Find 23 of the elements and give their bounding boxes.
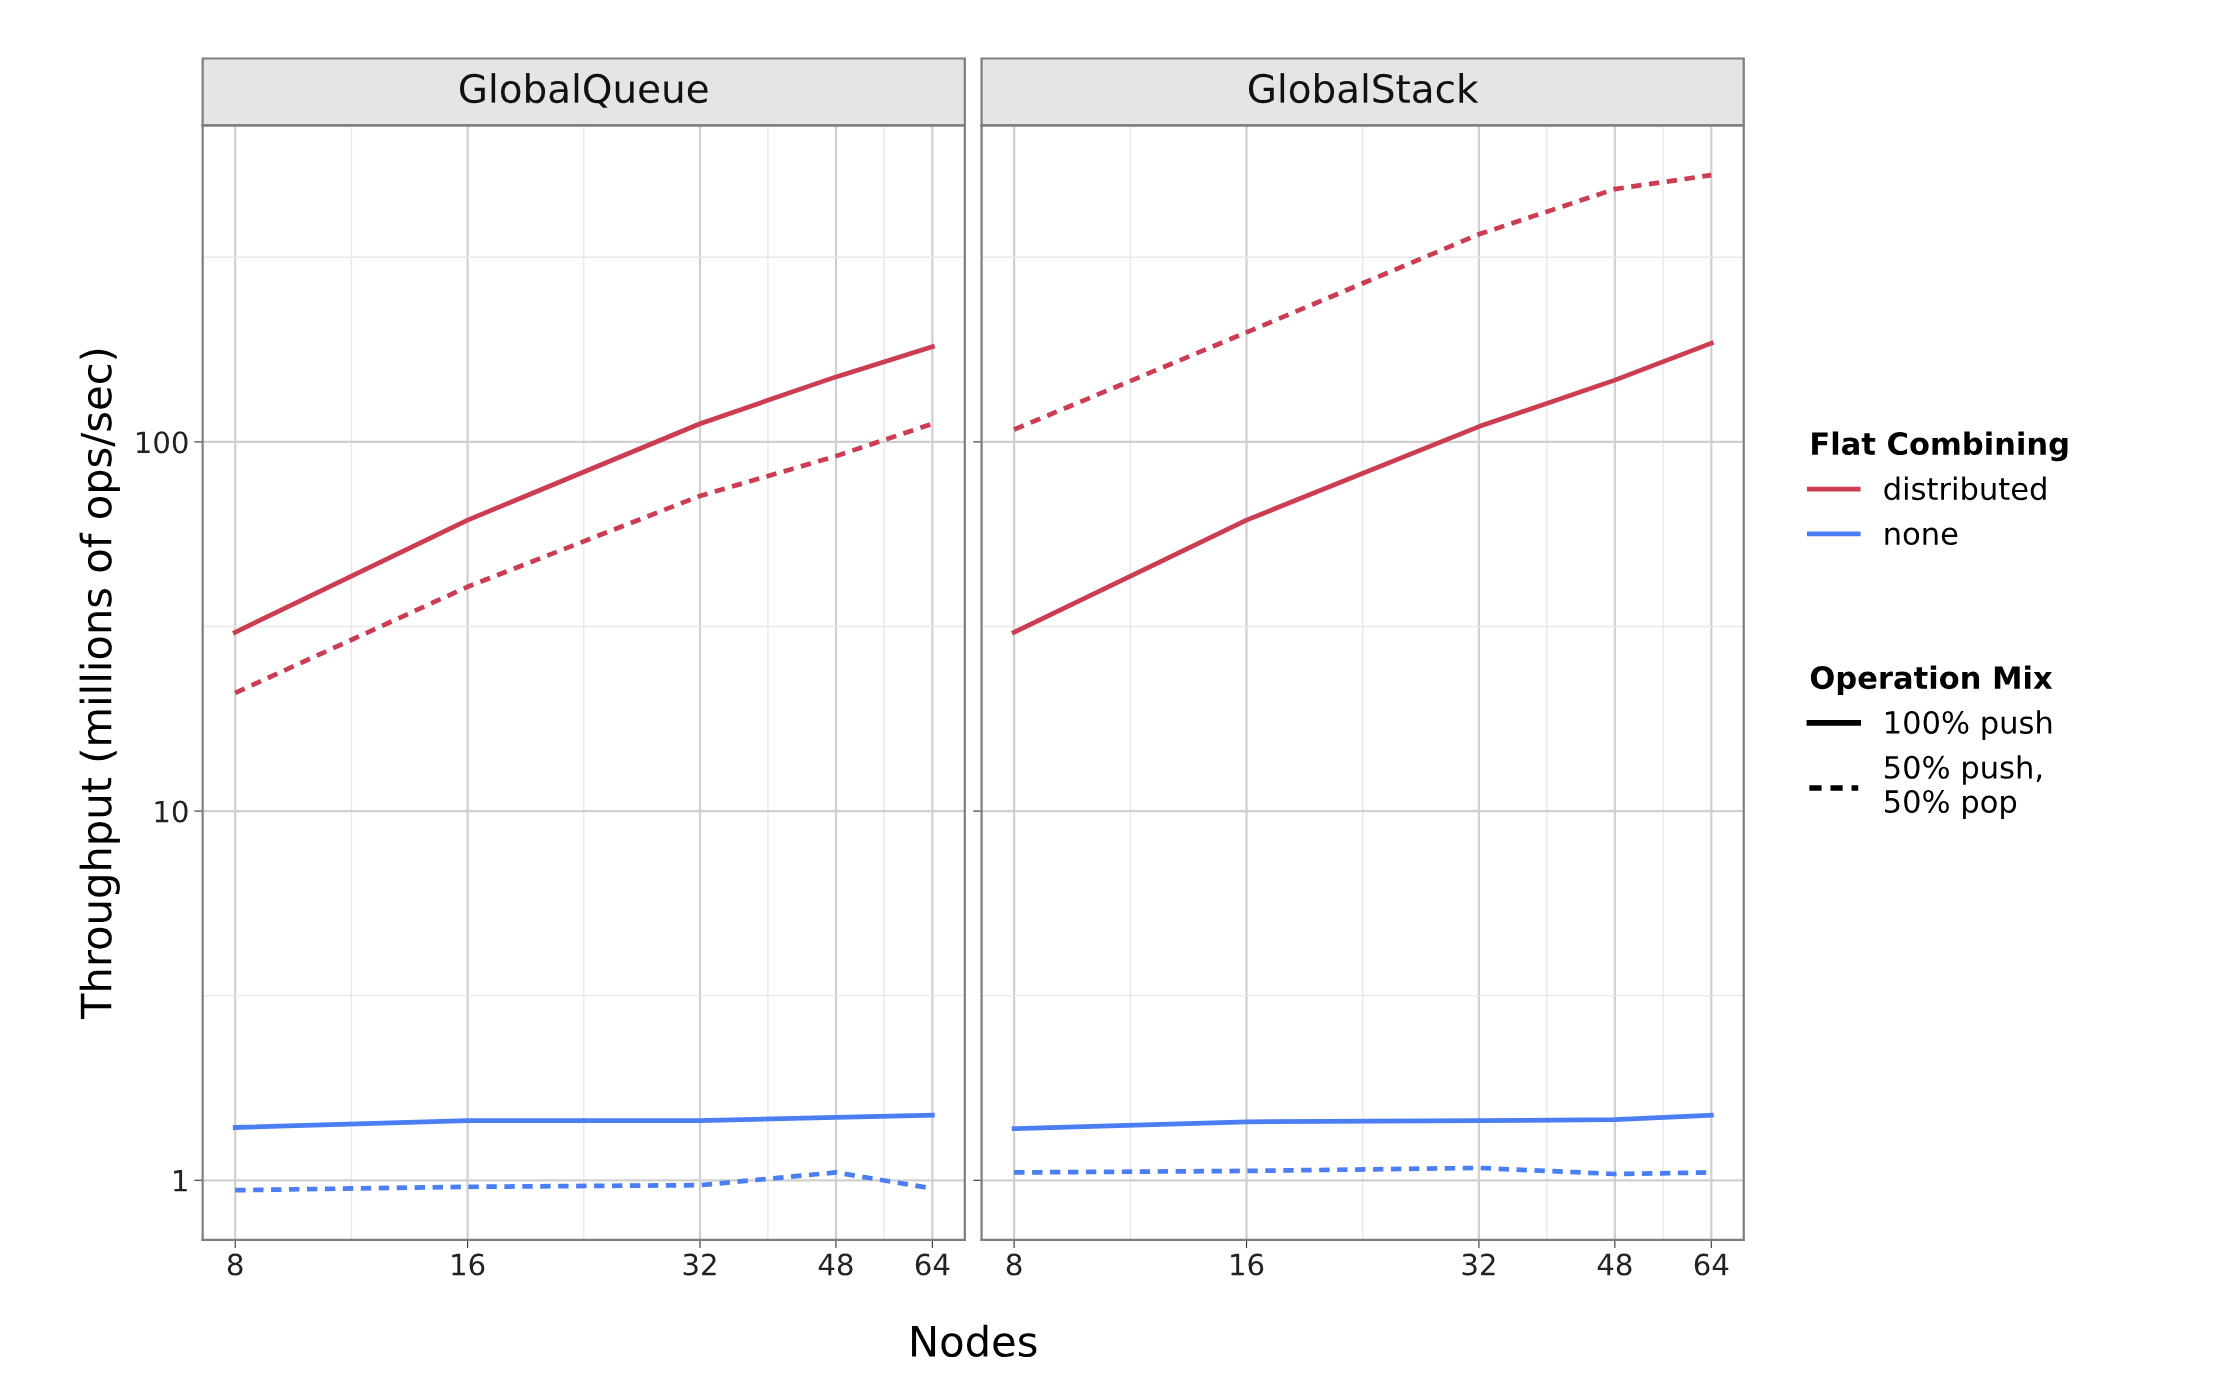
- x-tick-label: 48: [818, 1253, 853, 1276]
- legend-label: distributed: [1884, 476, 2046, 501]
- x-tick-label: 48: [1597, 1253, 1632, 1276]
- text: 50% push, 50% pop: [1885, 755, 2042, 819]
- x-tick-label: 8: [1006, 1253, 1022, 1276]
- y-tick-label: 10: [155, 800, 188, 823]
- text: Flat Combining: [1812, 431, 2068, 462]
- x-tick-label: 32: [683, 1253, 716, 1276]
- y-tick-label: 1: [174, 1170, 187, 1192]
- x-tick-label: 32: [1462, 1253, 1495, 1276]
- chart-title: GlobalQueue: [460, 73, 708, 108]
- x-tick-label: 64: [1694, 1253, 1729, 1276]
- text: Operation Mix: [1810, 665, 2053, 696]
- y-axis-title: Throughput (millions of ops/sec): [79, 349, 120, 1020]
- text: 100% push: [1886, 710, 2052, 740]
- x-tick-label: 8: [227, 1253, 243, 1276]
- y-tick-label: 100: [136, 431, 188, 454]
- chart-title: GlobalStack: [1248, 73, 1479, 104]
- x-tick-label: 16: [1231, 1253, 1264, 1276]
- x-tick-label: 64: [915, 1253, 950, 1276]
- x-axis-title: Nodes: [912, 1324, 1037, 1358]
- x-tick-label: 16: [452, 1253, 485, 1276]
- legend-label: none: [1885, 527, 1958, 546]
